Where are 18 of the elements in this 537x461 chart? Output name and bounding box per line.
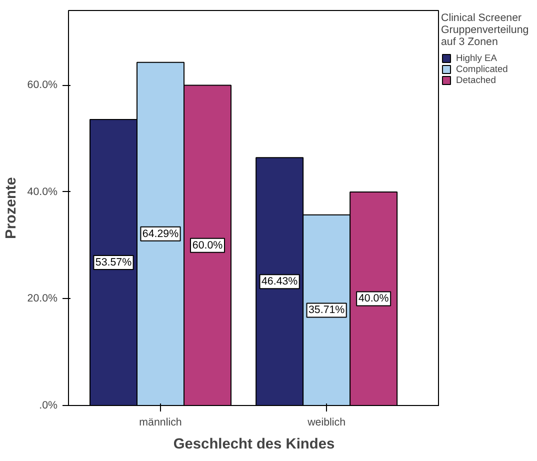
legend-label: Highly EA — [456, 53, 497, 63]
data-label: 35.71% — [308, 304, 346, 316]
x-tick-label: weiblich — [306, 416, 346, 428]
data-label: 53.57% — [95, 256, 132, 269]
data-label: 46.43% — [262, 276, 298, 288]
x-tick-label: männlich — [139, 416, 182, 428]
y-tick-label: 40.0% — [27, 186, 58, 198]
data-label: 64.29% — [142, 228, 180, 240]
data-label: 40.0% — [358, 292, 390, 305]
legend-label: Detached — [456, 75, 496, 85]
data-label: 60.0% — [192, 239, 224, 252]
y-tick-label: .0% — [39, 400, 58, 412]
y-tick-label: 60.0% — [27, 79, 58, 92]
x-axis-title: Geschlecht des Kindes — [173, 436, 335, 452]
legend-title: Clinical Screener Gruppenverteilung auf 3 Zonen — [441, 12, 529, 48]
y-axis-title: Prozente — [3, 177, 20, 239]
y-tick-label: 20.0% — [27, 292, 58, 305]
legend-label: Complicated — [456, 64, 508, 74]
